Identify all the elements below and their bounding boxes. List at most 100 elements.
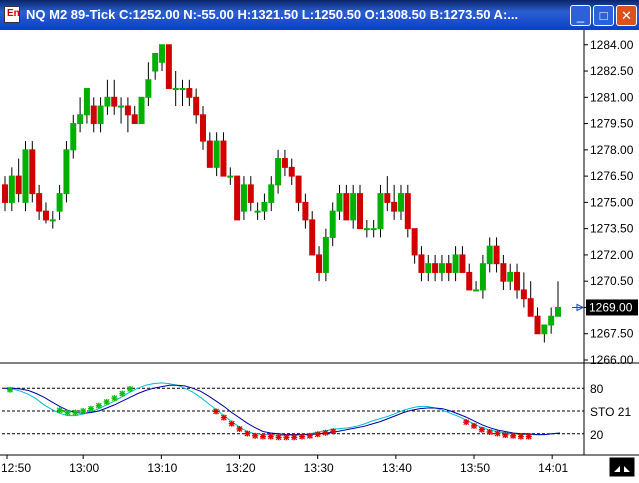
osc-level-label: 20 <box>590 428 604 442</box>
marker-stroke <box>260 433 266 440</box>
candle-body <box>165 44 172 90</box>
marker-stroke <box>111 395 118 402</box>
candle-body <box>83 88 90 116</box>
candle-body <box>152 53 159 72</box>
marker-stroke <box>291 434 298 441</box>
marker-stroke <box>244 430 251 437</box>
overbought-marker <box>127 386 134 392</box>
candle-body <box>199 114 206 142</box>
candle-body <box>527 298 534 317</box>
price-axis-label: 1275.00 <box>590 195 634 209</box>
oversold-marker <box>220 414 227 421</box>
candle-body <box>363 228 370 231</box>
time-axis-label: 13:00 <box>69 461 99 475</box>
candle-body <box>432 263 439 273</box>
scroll-control[interactable] <box>609 457 635 477</box>
oversold-marker <box>510 432 517 439</box>
price-axis-label: 1279.50 <box>590 117 634 131</box>
overbought-marker <box>95 402 102 409</box>
marker-stroke <box>494 430 501 437</box>
marker-stroke <box>463 419 470 426</box>
marker-stroke <box>283 434 290 441</box>
marker-stroke <box>103 398 110 405</box>
price-axis-label: 1276.50 <box>590 169 634 183</box>
last-price-tag <box>586 299 638 316</box>
minimize-button[interactable]: _ <box>570 5 591 26</box>
candle-body <box>541 324 548 335</box>
app-icon[interactable]: En <box>4 6 20 23</box>
candle-body <box>118 105 125 108</box>
oversold-marker <box>525 433 532 440</box>
candle-body <box>295 175 302 203</box>
candle-body <box>275 158 282 186</box>
price-axis-label: 1278.00 <box>590 143 634 157</box>
marker-stroke <box>95 402 102 409</box>
marker-stroke <box>478 426 485 433</box>
time-axis-label: 13:40 <box>382 461 412 475</box>
marker-stroke <box>486 429 493 435</box>
candle-body <box>145 79 152 98</box>
candle-body <box>377 193 384 230</box>
time-axis-label: 13:30 <box>304 461 334 475</box>
marker-stroke <box>228 420 235 427</box>
time-axis-label: 14:01 <box>538 461 568 475</box>
overbought-marker <box>119 390 126 397</box>
candle-body <box>520 289 527 300</box>
price-axis-label: 1273.50 <box>590 222 634 236</box>
candle-body <box>336 193 343 212</box>
overbought-marker <box>87 405 94 412</box>
candle-body <box>302 201 309 221</box>
candle-body <box>555 306 561 317</box>
overbought-marker <box>103 398 110 405</box>
marker-stroke <box>314 431 321 438</box>
price-axis-label: 1282.50 <box>590 64 634 78</box>
candle-body <box>486 245 493 265</box>
window-title: NQ M2 89-Tick C:1252.00 N:-55.00 H:1321.… <box>26 7 519 22</box>
scroll-left-icon <box>614 466 620 472</box>
candle-body <box>466 271 473 291</box>
oversold-marker <box>478 426 485 433</box>
scroll-control-box <box>609 457 635 477</box>
time-axis-label: 12:50 <box>1 461 31 475</box>
oversold-marker <box>267 433 274 440</box>
marker-stroke <box>471 422 477 429</box>
marker-stroke <box>252 432 259 439</box>
marker-stroke <box>275 434 282 441</box>
scroll-right-icon <box>624 466 630 472</box>
marker-stroke <box>7 386 13 393</box>
candle-body <box>281 158 288 168</box>
close-button[interactable]: ✕ <box>616 5 637 26</box>
oversold-marker <box>502 432 509 439</box>
candle-body <box>370 228 377 231</box>
candle-body <box>179 88 186 91</box>
candle-body <box>111 96 118 107</box>
oversold-marker <box>259 433 266 440</box>
oversold-marker <box>236 425 243 432</box>
candle-body <box>90 105 97 125</box>
candle-body <box>322 236 329 273</box>
marker-stroke <box>502 432 509 438</box>
marker-stroke <box>306 432 313 439</box>
candle-body <box>63 149 70 195</box>
candle-body <box>411 228 418 256</box>
marker-stroke <box>510 432 517 439</box>
candle-body <box>534 315 541 335</box>
marker-stroke <box>72 409 79 416</box>
overbought-marker <box>72 409 79 416</box>
candle-body <box>254 210 261 213</box>
candle-body <box>384 193 391 203</box>
candle-body <box>29 149 36 195</box>
title-bar[interactable]: En NQ M2 89-Tick C:1252.00 N:-55.00 H:13… <box>0 0 639 30</box>
candle-body <box>445 263 452 273</box>
maximize-button[interactable]: □ <box>593 5 614 26</box>
oversold-marker <box>322 429 329 436</box>
osc-slow-line <box>5 384 561 436</box>
candle-body <box>316 254 323 273</box>
chart-area[interactable]: 1284.00 1282.50 1281.00 1279.50 1278.00 1276.… <box>0 30 639 478</box>
last-price-arrow <box>576 303 585 312</box>
price-axis-label: 1284.00 <box>590 38 634 52</box>
oversold-marker <box>463 419 470 426</box>
marker-stroke <box>220 414 227 421</box>
marker-stroke <box>267 433 274 440</box>
oversold-marker <box>471 422 478 429</box>
